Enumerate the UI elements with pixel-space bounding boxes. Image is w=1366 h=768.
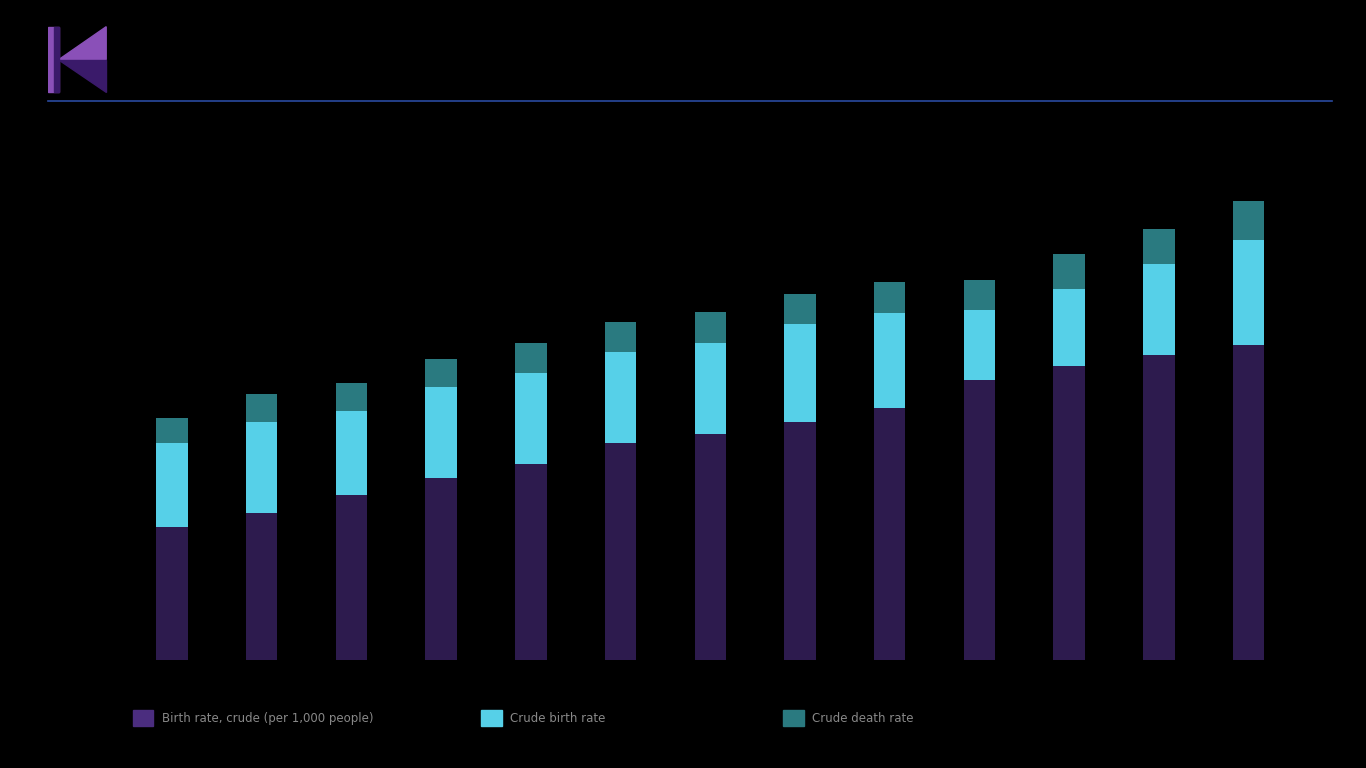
Bar: [1053, 366, 1085, 660]
Bar: [425, 387, 456, 478]
Polygon shape: [59, 27, 107, 60]
Bar: [1143, 229, 1175, 264]
Bar: [874, 283, 906, 313]
Bar: [874, 313, 906, 409]
Bar: [784, 422, 816, 660]
Bar: [695, 343, 725, 434]
Bar: [605, 322, 637, 353]
Bar: [784, 324, 816, 422]
Bar: [156, 528, 187, 660]
Bar: [1233, 201, 1265, 240]
Bar: [156, 443, 187, 528]
Bar: [515, 373, 546, 465]
Bar: [605, 443, 637, 660]
Text: Crude death rate: Crude death rate: [811, 712, 914, 724]
Bar: [1053, 290, 1085, 366]
Bar: [874, 409, 906, 660]
Bar: [1143, 264, 1175, 355]
Bar: [784, 293, 816, 324]
Bar: [246, 395, 277, 422]
Bar: [783, 710, 803, 727]
Bar: [425, 478, 456, 660]
Bar: [1143, 355, 1175, 660]
Text: Crude birth rate: Crude birth rate: [510, 712, 605, 724]
Bar: [1053, 254, 1085, 290]
Bar: [425, 359, 456, 387]
Bar: [246, 514, 277, 660]
Bar: [336, 411, 367, 495]
Bar: [695, 312, 725, 343]
Text: Birth rate, crude (per 1,000 people): Birth rate, crude (per 1,000 people): [161, 712, 373, 724]
Bar: [964, 280, 996, 310]
Bar: [246, 422, 277, 514]
Bar: [336, 495, 367, 660]
Bar: [156, 419, 187, 443]
Bar: [48, 27, 59, 92]
Polygon shape: [59, 60, 107, 92]
Bar: [964, 380, 996, 660]
Bar: [515, 465, 546, 660]
Bar: [605, 353, 637, 443]
Bar: [1233, 346, 1265, 660]
Bar: [515, 343, 546, 373]
Bar: [133, 710, 153, 727]
Bar: [55, 27, 59, 92]
Bar: [1233, 240, 1265, 346]
Bar: [481, 710, 501, 727]
Bar: [336, 383, 367, 411]
Bar: [695, 434, 725, 660]
Bar: [964, 310, 996, 380]
